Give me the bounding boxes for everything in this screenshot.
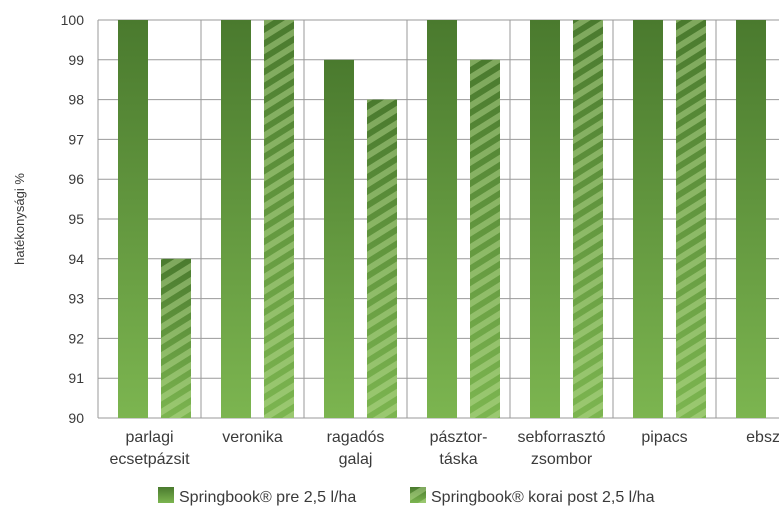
- legend-label: Springbook® pre 2,5 l/ha: [179, 489, 356, 506]
- x-tick-label: veronika: [222, 429, 283, 446]
- bar-series-1: [427, 20, 457, 418]
- y-tick-label: 91: [68, 370, 84, 386]
- x-tick-label: zsombor: [531, 451, 593, 468]
- y-tick-label: 94: [68, 251, 84, 267]
- y-tick-label: 93: [68, 291, 84, 307]
- bar-series-1: [633, 20, 663, 418]
- x-tick-label: pipacs: [641, 429, 687, 446]
- x-tick-label: pásztor-: [430, 429, 488, 446]
- x-tick-label: ecsetpázsit: [109, 451, 190, 468]
- y-tick-label: 95: [68, 211, 84, 227]
- bar-stripe-overlay: [470, 59, 500, 419]
- legend-label: Springbook® korai post 2,5 l/ha: [431, 489, 655, 506]
- bar-series-1: [736, 20, 766, 418]
- y-tick-label: 97: [68, 131, 84, 147]
- bars: [118, 20, 766, 419]
- legend-swatch-stripes: [410, 487, 426, 503]
- bar-series-1: [530, 20, 560, 418]
- bar-series-1: [324, 59, 354, 419]
- y-axis-label: hatékonysági %: [12, 173, 27, 265]
- bar-stripe-overlay: [676, 20, 706, 418]
- x-tick-label: galaj: [339, 451, 373, 468]
- axes: 90 91 92 93 94 95 96 97 98 99 100 parlagi ecsetpázsi…: [12, 12, 779, 468]
- y-tick-label: 100: [61, 12, 85, 28]
- x-tick-label: sebforrasztó: [517, 429, 605, 446]
- y-tick-label: 96: [68, 171, 84, 187]
- y-tick-label: 90: [68, 410, 84, 426]
- x-tick-label: ebszé: [746, 429, 779, 446]
- bar-stripe-overlay: [573, 20, 603, 418]
- bar-series-1: [118, 20, 148, 418]
- bar-stripe-overlay: [264, 20, 294, 418]
- legend-swatch-1: [158, 487, 174, 503]
- bar-stripe-overlay: [161, 258, 191, 418]
- bar-series-1: [221, 20, 251, 418]
- bar-stripe-overlay: [367, 99, 397, 418]
- y-tick-label: 98: [68, 92, 84, 108]
- legend: Springbook® pre 2,5 l/ha Springbook® kora…: [158, 487, 655, 506]
- y-tick-label: 99: [68, 52, 84, 68]
- x-tick-label: parlagi: [125, 429, 173, 446]
- y-tick-label: 92: [68, 330, 84, 346]
- x-tick-label: táska: [439, 451, 477, 468]
- x-tick-label: ragadós: [327, 429, 385, 446]
